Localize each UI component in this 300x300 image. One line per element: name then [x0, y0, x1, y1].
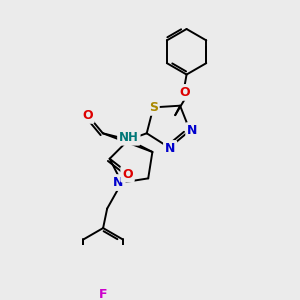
Text: N: N	[113, 176, 124, 189]
Text: N: N	[187, 124, 197, 137]
Text: F: F	[99, 288, 107, 300]
Text: S: S	[149, 101, 158, 114]
Text: N: N	[165, 142, 175, 155]
Text: O: O	[122, 168, 133, 181]
Text: NH: NH	[119, 131, 139, 144]
Text: O: O	[180, 86, 190, 99]
Text: O: O	[82, 109, 93, 122]
